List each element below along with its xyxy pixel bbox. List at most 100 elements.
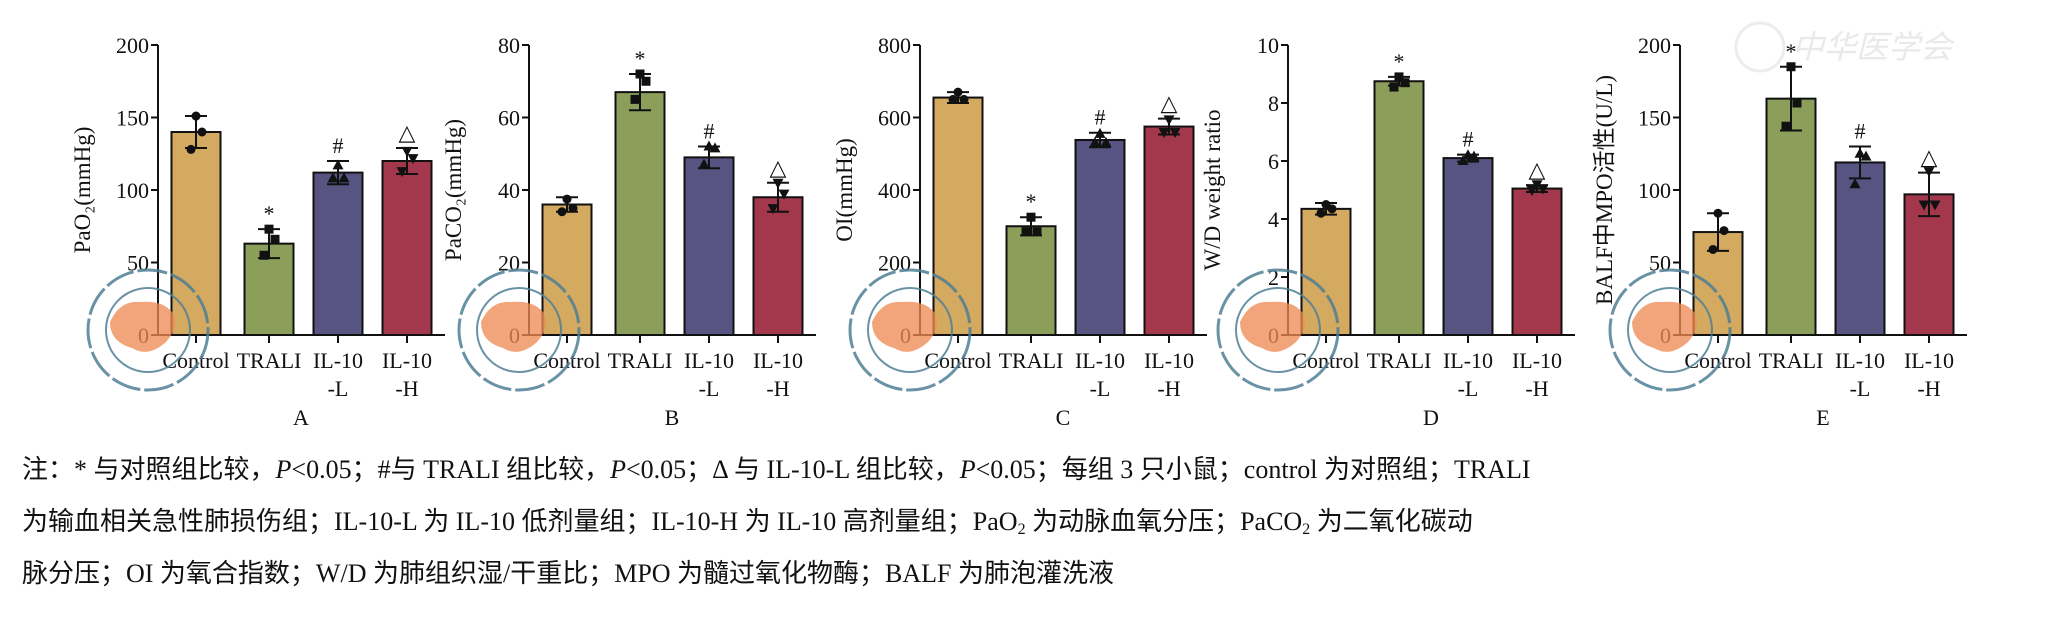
category-label: TRALI xyxy=(1367,348,1432,373)
category-label: IL-10 xyxy=(1443,348,1493,373)
data-point-circle xyxy=(948,94,958,104)
y-tick-label: 2 xyxy=(1268,265,1279,290)
bar-TRALI xyxy=(1005,225,1057,336)
y-tick-label: 6 xyxy=(1268,149,1279,174)
data-point-triangle-down xyxy=(1163,115,1175,126)
y-axis-label: PaO₂(mmHg) xyxy=(70,127,95,254)
category-label: -L xyxy=(1090,376,1111,401)
significance-mark: * xyxy=(264,201,275,226)
caption-text: P xyxy=(959,455,976,484)
data-point-triangle-down xyxy=(1929,200,1941,211)
data-point-triangle-up xyxy=(327,172,339,183)
data-point-square xyxy=(1792,98,1802,108)
data-point-circle xyxy=(191,111,201,121)
data-point-triangle-up xyxy=(1094,127,1106,138)
chart-panel-C: Control*TRALI#IL-10-L△IL-10-H02004006008… xyxy=(832,33,1207,430)
y-tick-label: 800 xyxy=(878,33,911,58)
bar-IL-10-L xyxy=(312,171,364,336)
bar-Control xyxy=(541,203,593,336)
caption-text: 为动脉血氧分压；PaCO xyxy=(1025,507,1303,536)
seal-text: 中华医学会 xyxy=(1792,29,1955,65)
data-point-square xyxy=(1021,227,1031,237)
stamp-outer-ring xyxy=(457,268,581,392)
significance-mark: # xyxy=(704,119,715,144)
category-label: -L xyxy=(328,376,349,401)
significance-mark: * xyxy=(1394,49,1405,74)
y-tick-label: 100 xyxy=(116,178,149,203)
stamp-outer-ring xyxy=(1216,268,1340,392)
cma-stamp-watermark xyxy=(86,268,210,392)
caption-line: 为输血相关急性肺损伤组；IL-10-L 为 IL-10 低剂量组；IL-10-H… xyxy=(22,507,1473,545)
category-label: -H xyxy=(1917,376,1940,401)
bar-TRALI xyxy=(1373,80,1425,336)
bar-IL-10-H xyxy=(381,160,433,336)
category-label: -L xyxy=(1458,376,1479,401)
caption-text: 脉分压；OI 为氧合指数；W/D 为肺组织湿/干重比；MPO 为髓过氧化物酶；B… xyxy=(22,559,1115,588)
data-point-triangle-down xyxy=(1531,180,1543,191)
caption-text: P xyxy=(610,455,627,484)
data-point-triangle-down xyxy=(1158,128,1170,138)
chart-panel-D: Control*TRALI#IL-10-L△IL-10-H0246810W/D … xyxy=(1200,33,1575,430)
caption-text: <0.05；#与 TRALI 组比较， xyxy=(291,455,611,484)
data-point-square xyxy=(1026,212,1036,222)
significance-mark: △ xyxy=(1161,91,1178,116)
cma-stamp-watermark xyxy=(848,268,972,392)
category-label: -H xyxy=(1157,376,1180,401)
category-label: Control xyxy=(924,348,991,373)
category-label: IL-10 xyxy=(684,348,734,373)
significance-mark: △ xyxy=(1529,157,1546,182)
stamp-inner-ring xyxy=(1235,287,1321,373)
bar-TRALI xyxy=(1765,97,1817,337)
data-point-triangle-down xyxy=(407,154,419,165)
panel-letter: A xyxy=(293,405,309,430)
data-point-triangle-up xyxy=(1468,150,1480,161)
data-point-square xyxy=(630,94,640,104)
significance-mark: # xyxy=(333,133,344,158)
data-point-circle xyxy=(1708,244,1718,254)
significance-mark: △ xyxy=(1921,145,1938,170)
caption-text: 2 xyxy=(1017,521,1026,538)
cma-stamp-watermark xyxy=(1216,268,1340,392)
significance-mark: * xyxy=(1026,189,1037,214)
stamp-map xyxy=(872,301,937,352)
bar-IL-10-H xyxy=(1143,125,1195,336)
bar-Control xyxy=(170,131,222,336)
category-label: IL-10 xyxy=(1512,348,1562,373)
y-tick-label: 60 xyxy=(498,106,520,131)
data-point-triangle-up xyxy=(1089,136,1101,147)
category-label: -H xyxy=(395,376,418,401)
caption-line: 脉分压；OI 为氧合指数；W/D 为肺组织湿/干重比；MPO 为髓过氧化物酶；B… xyxy=(22,559,1114,589)
cma-stamp-watermark xyxy=(457,268,581,392)
significance-mark: # xyxy=(1463,127,1474,152)
category-label: -L xyxy=(699,376,720,401)
bar-TRALI xyxy=(614,91,666,336)
category-label: Control xyxy=(533,348,600,373)
chart-panel-A: Control*TRALI#IL-10-L△IL-10-H05010015020… xyxy=(70,33,445,430)
stamp-map xyxy=(1240,301,1305,352)
data-point-square xyxy=(270,234,280,244)
y-tick-label: 100 xyxy=(1638,178,1671,203)
y-tick-label: 8 xyxy=(1268,91,1279,116)
category-label: IL-10 xyxy=(1144,348,1194,373)
category-label: IL-10 xyxy=(1835,348,1885,373)
data-point-triangle-up xyxy=(332,159,344,170)
significance-mark: # xyxy=(1855,119,1866,144)
stamp-map xyxy=(1632,301,1697,352)
panel-letter: B xyxy=(665,405,680,430)
significance-mark: △ xyxy=(770,155,787,180)
data-point-triangle-up xyxy=(698,158,710,169)
data-point-square xyxy=(1781,121,1791,131)
y-tick-label: 40 xyxy=(498,178,520,203)
category-label: -L xyxy=(1850,376,1871,401)
panel-letter: E xyxy=(1816,405,1829,430)
bar-Control xyxy=(1300,207,1352,337)
caption-text: P xyxy=(275,455,292,484)
caption-line: 注：* 与对照组比较，P<0.05；#与 TRALI 组比较，P<0.05；Δ … xyxy=(22,455,1531,485)
bar-IL-10-H xyxy=(1511,187,1563,336)
data-point-triangle-up xyxy=(703,140,715,151)
data-point-triangle-down xyxy=(1537,184,1549,195)
panel-letter: D xyxy=(1423,405,1439,430)
data-point-circle xyxy=(568,203,578,213)
caption-text: 为输血相关急性肺损伤组；IL-10-L 为 IL-10 低剂量组；IL-10-H… xyxy=(22,507,1018,536)
data-point-circle xyxy=(186,144,196,154)
